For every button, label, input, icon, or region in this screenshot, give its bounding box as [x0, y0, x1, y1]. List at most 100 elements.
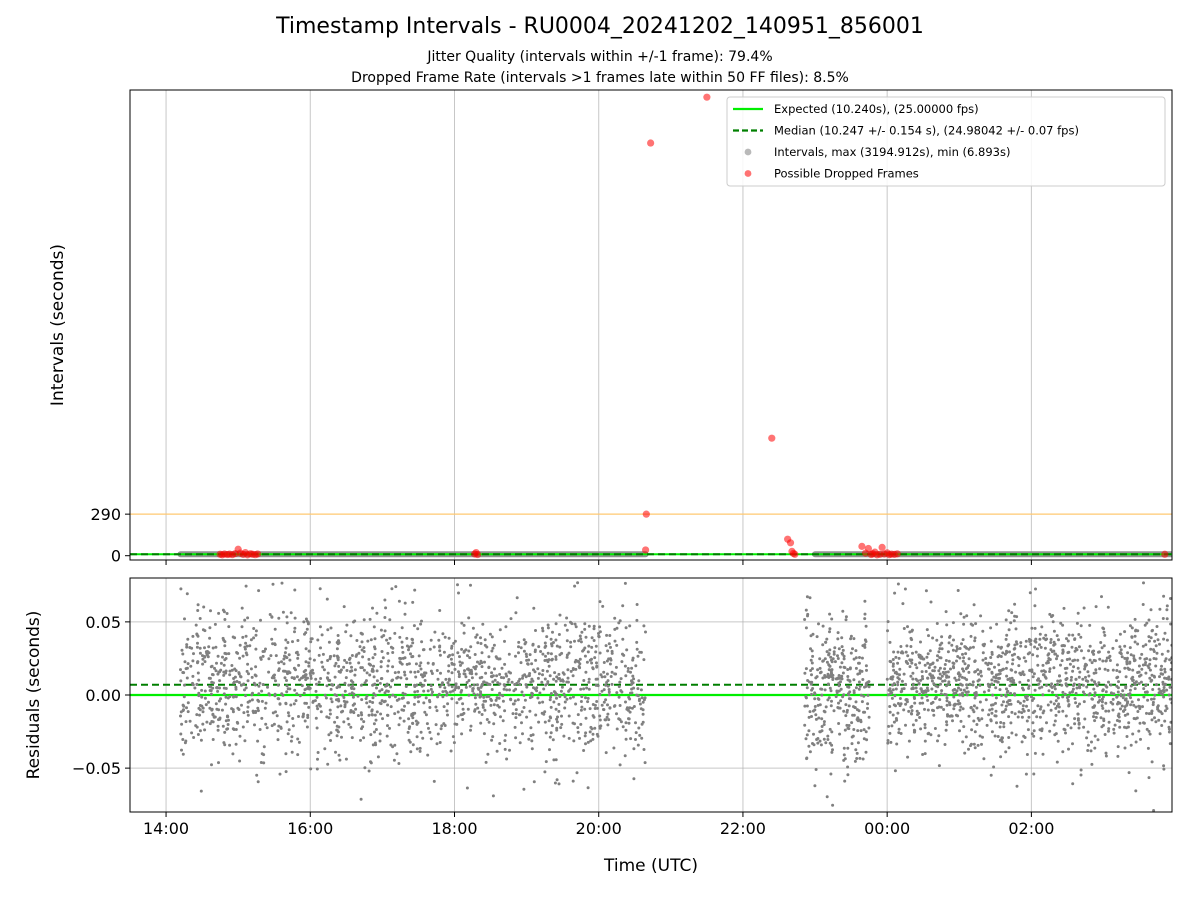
residual-point [840, 645, 844, 649]
residual-point [369, 733, 373, 737]
residual-point [298, 694, 302, 698]
residual-point [278, 702, 282, 706]
residual-point [829, 689, 833, 693]
residual-point [999, 669, 1003, 672]
residual-point [239, 675, 243, 679]
residual-point [907, 709, 911, 713]
residual-point [315, 704, 319, 708]
residual-point [588, 730, 592, 734]
residual-point [808, 596, 812, 600]
residual-point [930, 687, 934, 691]
residual-point [352, 687, 356, 691]
residual-point [490, 675, 494, 679]
residual-point [566, 676, 570, 680]
residual-point [1149, 647, 1153, 651]
residual-point [271, 582, 275, 586]
residual-point [292, 702, 296, 706]
residual-point [970, 728, 974, 732]
residual-point [246, 705, 250, 709]
residual-point [600, 675, 604, 679]
residual-point [1039, 705, 1043, 709]
residual-point [554, 622, 558, 626]
residual-point [1162, 764, 1166, 768]
residual-point [862, 694, 866, 698]
residual-point [428, 647, 432, 651]
residual-point [1079, 635, 1083, 639]
residual-point [197, 678, 201, 682]
residual-point [481, 622, 485, 626]
residual-point [969, 634, 973, 638]
dropped-frame-point [641, 546, 650, 554]
residual-point [888, 710, 892, 714]
residual-point [475, 633, 479, 637]
residual-point [553, 781, 557, 785]
residual-point [429, 638, 433, 642]
dropped-frame-point [791, 550, 799, 558]
residual-point [944, 728, 948, 732]
residual-point [306, 685, 310, 689]
residual-point [397, 723, 401, 727]
residual-point [614, 672, 618, 676]
residual-point [853, 706, 857, 709]
residual-point [893, 769, 897, 773]
residual-point [1102, 630, 1106, 634]
residual-point [1004, 704, 1008, 708]
residual-point [921, 701, 925, 705]
residual-point [292, 676, 296, 680]
residual-point [492, 711, 496, 715]
residual-point [994, 676, 998, 680]
residual-point [383, 598, 387, 602]
residual-point [962, 656, 966, 660]
residual-point [829, 674, 833, 678]
residual-point [357, 661, 361, 665]
residual-point [261, 683, 265, 686]
residual-point [360, 717, 363, 721]
residual-point [270, 615, 274, 619]
residual-point [580, 630, 584, 634]
residual-point [476, 706, 480, 710]
residual-point [201, 662, 205, 666]
residual-point [1038, 632, 1042, 636]
residual-point [1078, 685, 1081, 689]
residual-point [591, 714, 595, 718]
residual-point [276, 683, 280, 687]
residual-point [1061, 709, 1065, 713]
residual-point [304, 668, 308, 672]
residual-point [989, 656, 993, 659]
residual-point [426, 753, 430, 757]
residual-point [973, 746, 977, 750]
residual-point [400, 626, 404, 630]
residual-point [1024, 639, 1028, 643]
residual-point [460, 621, 464, 625]
residual-point [1040, 729, 1044, 733]
residual-point [852, 657, 856, 661]
residual-point [1027, 715, 1031, 719]
residual-point [809, 669, 813, 672]
residual-point [559, 726, 563, 730]
residual-point [256, 706, 260, 710]
residual-point [181, 738, 185, 741]
residual-point [1030, 732, 1034, 736]
residual-point [219, 661, 223, 665]
residual-point [866, 706, 869, 710]
residual-point [293, 630, 296, 634]
residual-point [1126, 651, 1130, 655]
residual-point [836, 654, 839, 658]
residual-point [902, 708, 906, 712]
residual-point [329, 739, 332, 742]
residual-point [368, 700, 372, 703]
chart-title: Timestamp Intervals - RU0004_20241202_14… [276, 14, 924, 39]
residual-point [214, 669, 218, 673]
residual-point [945, 623, 949, 627]
residual-point [635, 647, 639, 651]
residual-point [562, 734, 566, 738]
residual-point [1165, 688, 1169, 692]
residual-point [813, 697, 817, 701]
residual-point [471, 687, 475, 690]
residual-point [805, 595, 809, 599]
residual-point [225, 612, 229, 615]
residual-point [939, 692, 943, 696]
residual-point [546, 651, 550, 655]
residual-point [1070, 675, 1073, 679]
residual-point [843, 757, 847, 761]
